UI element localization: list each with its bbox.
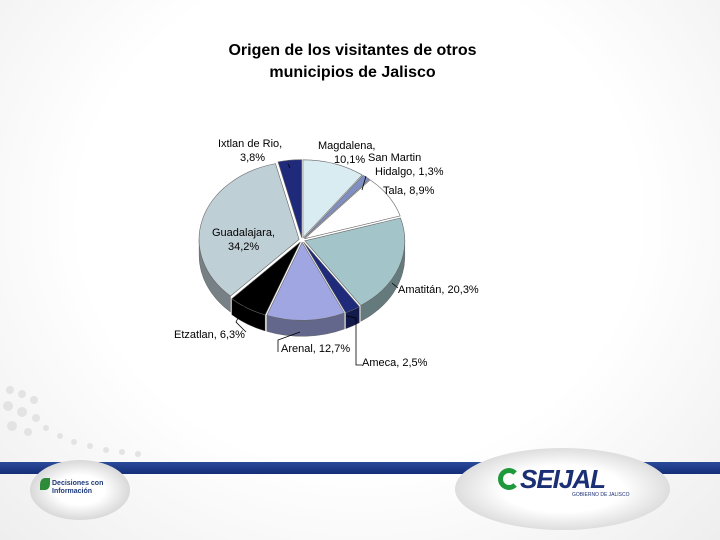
seijal-o-icon [498,468,520,490]
seijal-logo [455,448,670,530]
pie-slice-4 [303,241,360,314]
leader-line-0 [361,175,367,191]
pie-leader-lines [235,163,399,366]
pie-label-0-b: 10,1% [334,154,365,166]
pie-slice-0 [302,159,363,239]
pie-label-7-b: 34,2% [228,241,259,253]
leaf-icon [40,478,50,490]
decorative-dots [3,386,141,457]
pie-label-2: Tala, 8,9% [383,185,435,197]
pie-slice-1 [303,174,370,239]
pie-label-3: Amatitán, 20,3% [398,284,479,296]
pie-label-6: Etzatlan, 6,3% [174,329,245,341]
pie-labels: Magdalena, 10,1% San Martin Hidalgo, 1,3% Ta… [174,138,479,369]
leader-line-2 [345,315,362,366]
pie-label-7: Guadalajara, [212,227,275,239]
pie-label-1-b: Hidalgo, 1,3% [375,166,444,178]
decisiones-logo-text: Decisiones con Información [52,480,104,495]
pie-label-1: San Martin [368,152,421,164]
leader-line-4 [235,305,247,333]
pie-label-4: Ameca, 2,5% [362,357,428,369]
pie-slice-5 [266,241,345,321]
seijal-logo-subtext: GOBIERNO DE JALISCO [572,492,630,498]
pie-slice-2 [304,179,401,240]
pie-label-5: Arenal, 12,7% [281,343,350,355]
leader-line-3 [277,331,301,352]
leader-line-5 [287,163,291,169]
pie-slice-8 [277,159,302,238]
pie-slice-6 [231,241,301,316]
leader-line-1 [391,282,399,289]
pie-slice-3 [304,217,406,306]
pie-label-0: Magdalena, [318,140,376,152]
seijal-logo-text: SEIJAL [520,464,606,494]
chart-title: Origen de los visitantes de otros munici… [228,42,477,81]
pie-top [198,159,406,321]
pie-slice-7 [198,163,300,297]
decisiones-logo [30,460,130,520]
pie-label-8-b: 3,8% [240,152,265,164]
pie-label-8: Ixtlan de Rio, [218,138,282,150]
